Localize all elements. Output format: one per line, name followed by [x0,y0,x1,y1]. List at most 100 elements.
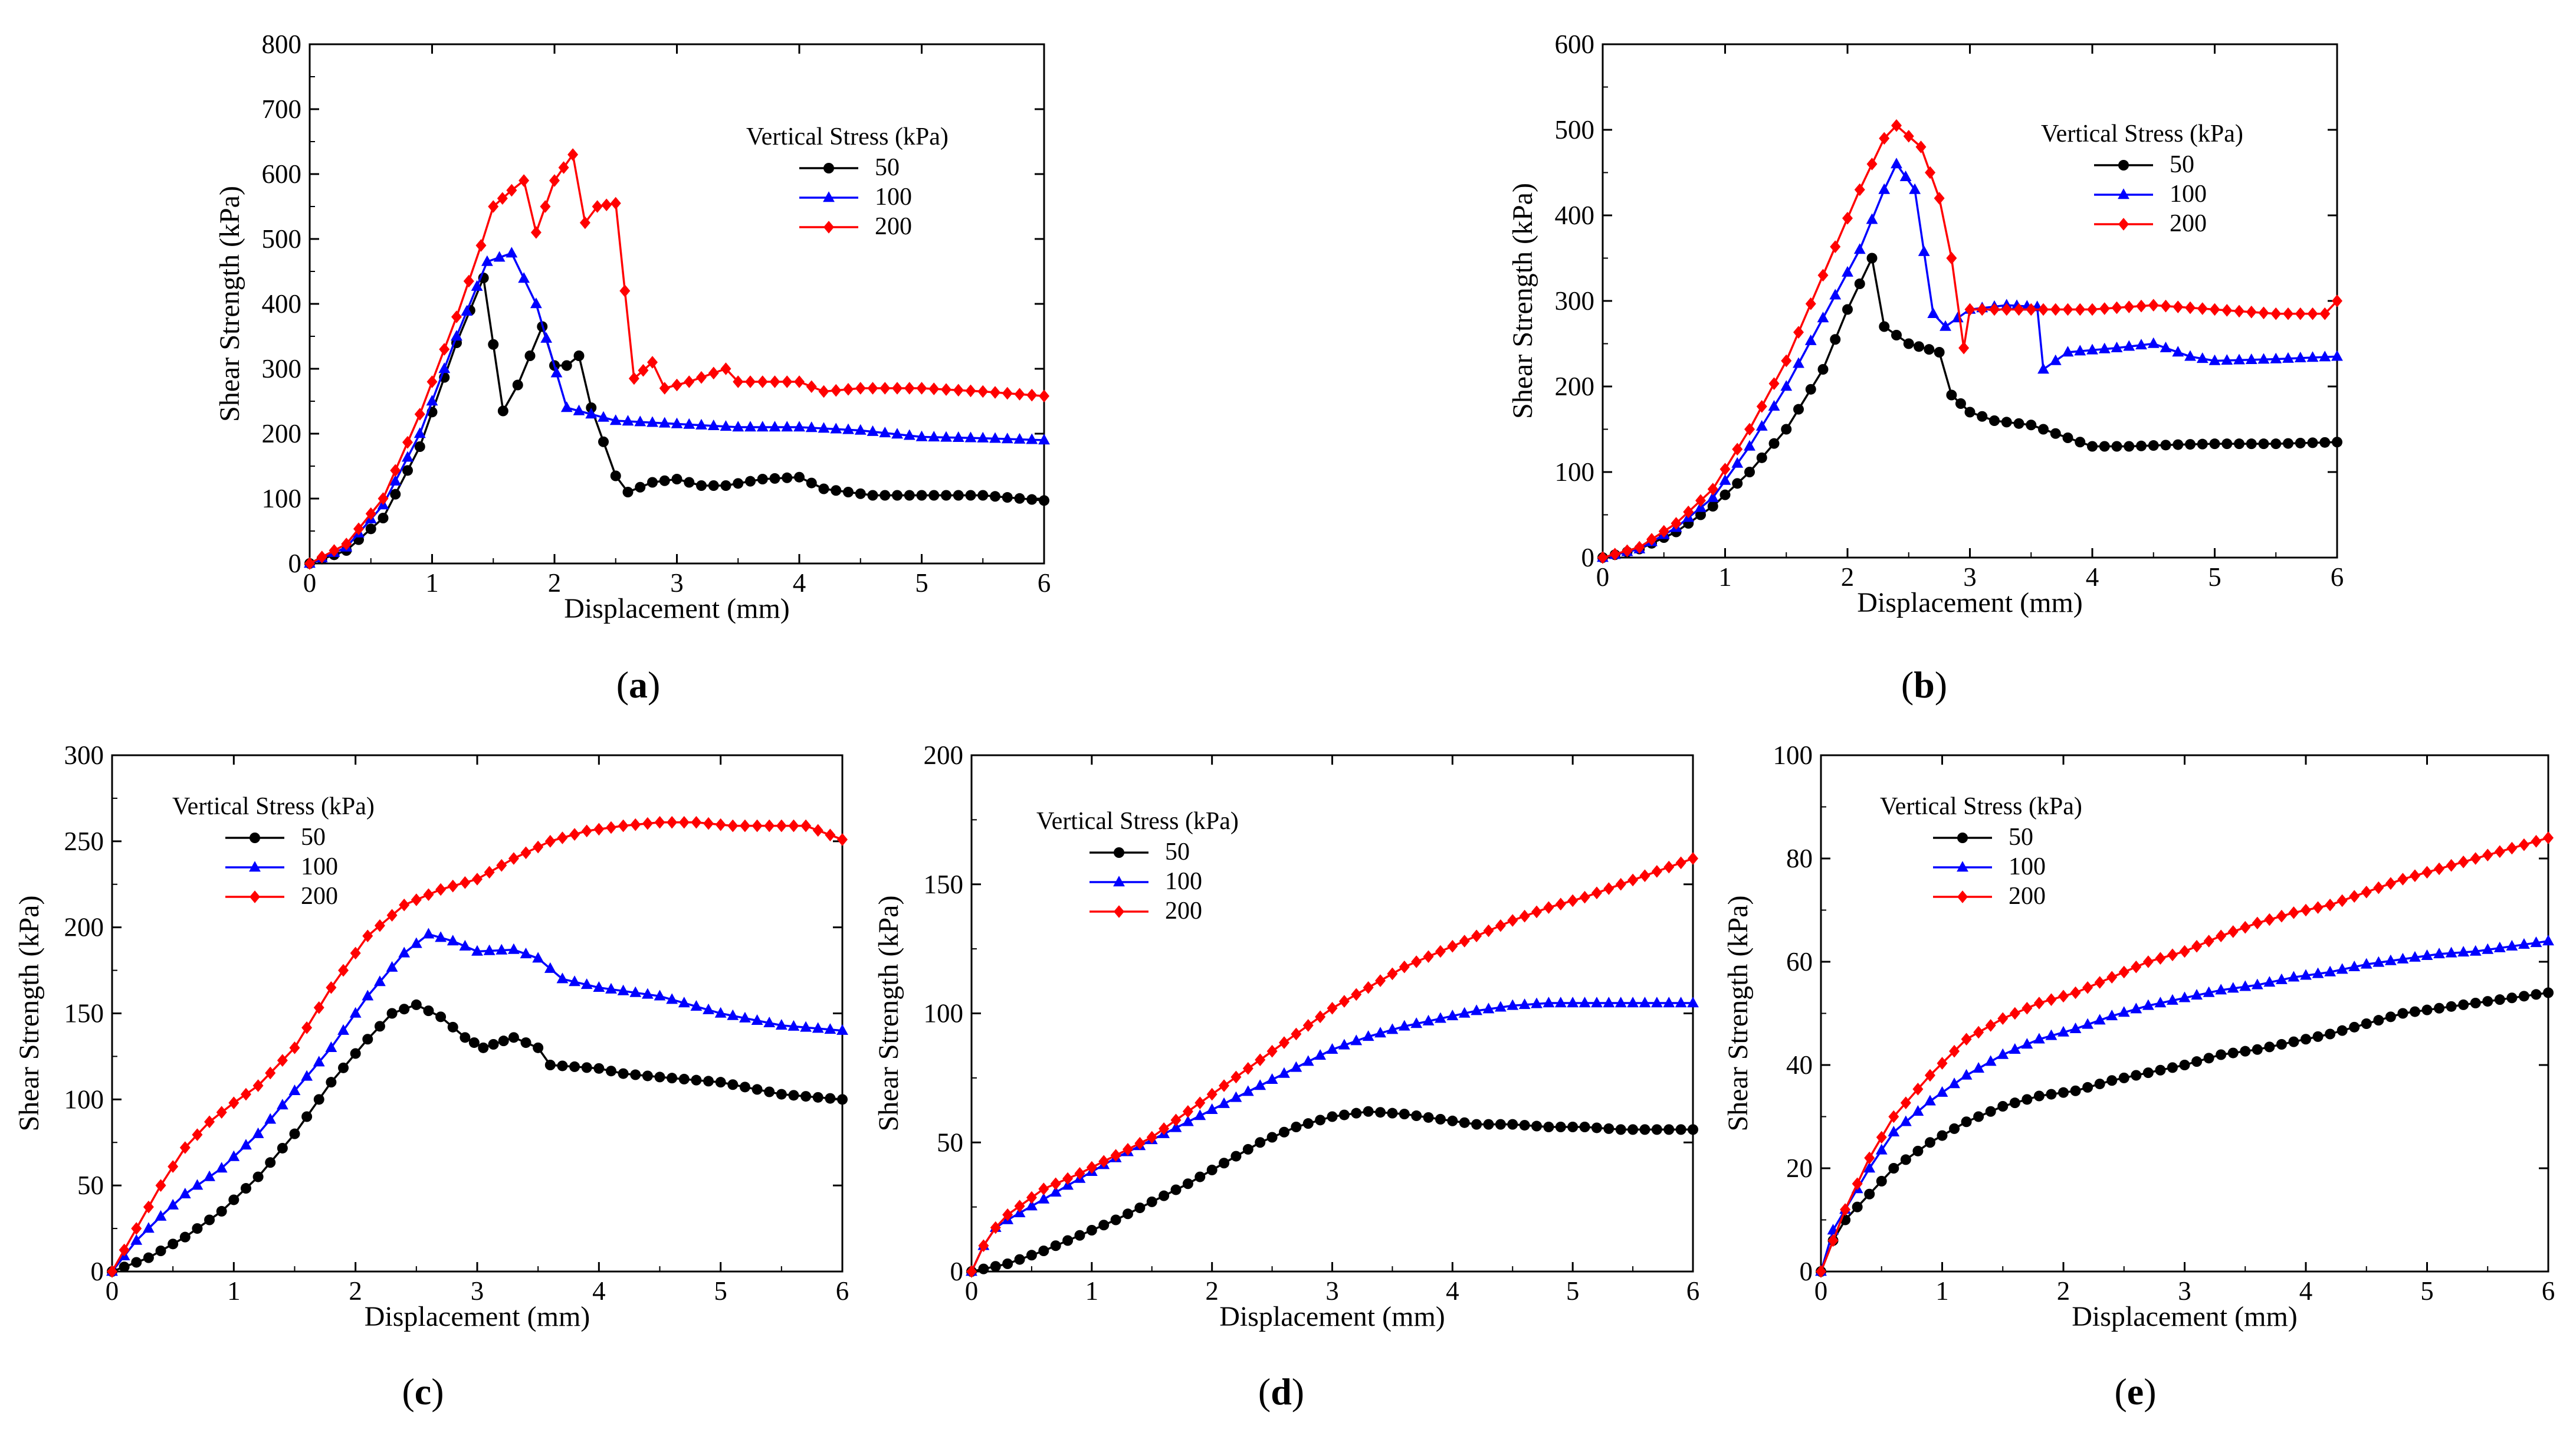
data-point-200 [2022,1001,2033,1015]
data-point-50 [1707,501,1718,512]
series-line-50 [1820,991,2549,1272]
data-point-200 [2312,901,2324,914]
data-point-200 [544,835,556,848]
data-point-200 [812,824,823,837]
legend-marker-200 [1114,905,1124,918]
data-point-100 [2093,1014,2106,1025]
data-point-200 [435,883,447,896]
data-point-100 [493,251,506,262]
data-point-200 [1170,1113,1182,1127]
data-point-50 [1937,1130,1948,1141]
y-tick-label: 20 [1786,1154,1813,1183]
data-point-200 [2203,935,2214,948]
data-point-200 [2087,303,2098,316]
data-point-200 [782,375,793,388]
data-point-50 [1039,495,1049,506]
data-point-100 [2118,1006,2130,1017]
legend-label-100: 100 [875,183,912,211]
data-point-200 [1266,1044,1278,1058]
data-point-50 [350,1048,361,1059]
data-point-100 [2251,978,2263,989]
data-point-100 [2409,951,2421,962]
x-tick-label: 1 [227,1276,241,1306]
data-point-200 [727,819,739,833]
data-point-50 [2118,1072,2129,1083]
y-tick-label: 250 [64,827,104,856]
legend-marker-50 [2118,160,2129,171]
data-point-50 [1014,493,1025,504]
data-point-100 [2009,1043,2021,1054]
data-point-50 [1134,1202,1146,1214]
data-point-50 [365,523,376,535]
data-point-200 [1291,1027,1302,1041]
data-point-100 [1206,1103,1218,1115]
data-point-50 [2216,1049,2227,1060]
y-axis-title: Shear Strength (kPa) [14,896,45,1132]
data-point-50 [1050,1240,1061,1251]
legend-label-50: 50 [2170,151,2194,178]
series-markers-200 [107,815,848,1278]
data-point-50 [977,490,989,501]
data-point-50 [192,1223,203,1234]
data-point-100 [2282,352,2294,363]
y-axis-title: Shear Strength (kPa) [1507,183,1538,419]
data-point-50 [990,1261,1001,1272]
data-point-50 [468,1037,480,1048]
data-point-50 [435,1011,447,1023]
data-point-100 [325,1041,337,1053]
data-point-50 [1688,1124,1698,1135]
data-point-100 [647,416,658,427]
x-tick-label: 5 [2208,562,2221,592]
data-point-200 [880,382,891,395]
data-point-200 [2494,845,2505,858]
data-point-50 [1989,415,2000,426]
data-point-200 [329,544,340,557]
data-point-200 [549,174,560,187]
data-point-50 [2009,1097,2020,1109]
data-point-50 [2295,437,2306,448]
data-point-100 [1362,1030,1374,1041]
data-point-50 [2075,437,2086,448]
data-point-50 [2111,441,2122,452]
data-point-200 [1050,1177,1061,1191]
data-point-100 [1768,400,1780,411]
data-point-50 [2142,1067,2154,1079]
data-point-50 [904,490,915,501]
data-point-50 [143,1252,154,1263]
data-point-100 [2147,337,2160,348]
data-point-50 [2283,438,2293,449]
data-point-50 [703,1076,714,1087]
data-point-50 [867,490,878,501]
data-point-200 [800,819,812,833]
data-point-50 [1435,1113,1446,1125]
data-point-100 [2167,994,2178,1005]
data-point-200 [1946,251,1957,265]
data-point-200 [1038,1182,1049,1195]
data-point-100 [349,1007,362,1018]
data-point-200 [1900,1096,1911,1109]
data-point-100 [1001,432,1013,444]
data-point-100 [1875,1143,1888,1155]
data-point-100 [2098,342,2111,353]
data-point-50 [289,1128,300,1139]
data-point-100 [580,978,593,989]
data-point-200 [990,1221,1001,1234]
data-point-100 [598,411,609,422]
data-point-50 [390,489,401,500]
data-point-100 [179,1187,191,1198]
data-point-200 [1912,1083,1924,1096]
data-point-50 [533,1042,544,1053]
data-point-50 [605,1066,616,1077]
data-point-200 [1768,377,1780,390]
data-point-200 [1827,1234,1839,1247]
data-point-200 [1634,540,1645,554]
data-point-200 [2409,869,2420,882]
data-point-100 [2203,986,2215,997]
data-point-200 [696,371,707,384]
data-point-200 [1351,988,1362,1001]
data-point-100 [2178,991,2191,1002]
data-point-50 [2099,441,2110,452]
data-point-50 [2337,1025,2348,1036]
data-point-200 [1375,974,1386,987]
data-point-50 [818,483,829,494]
